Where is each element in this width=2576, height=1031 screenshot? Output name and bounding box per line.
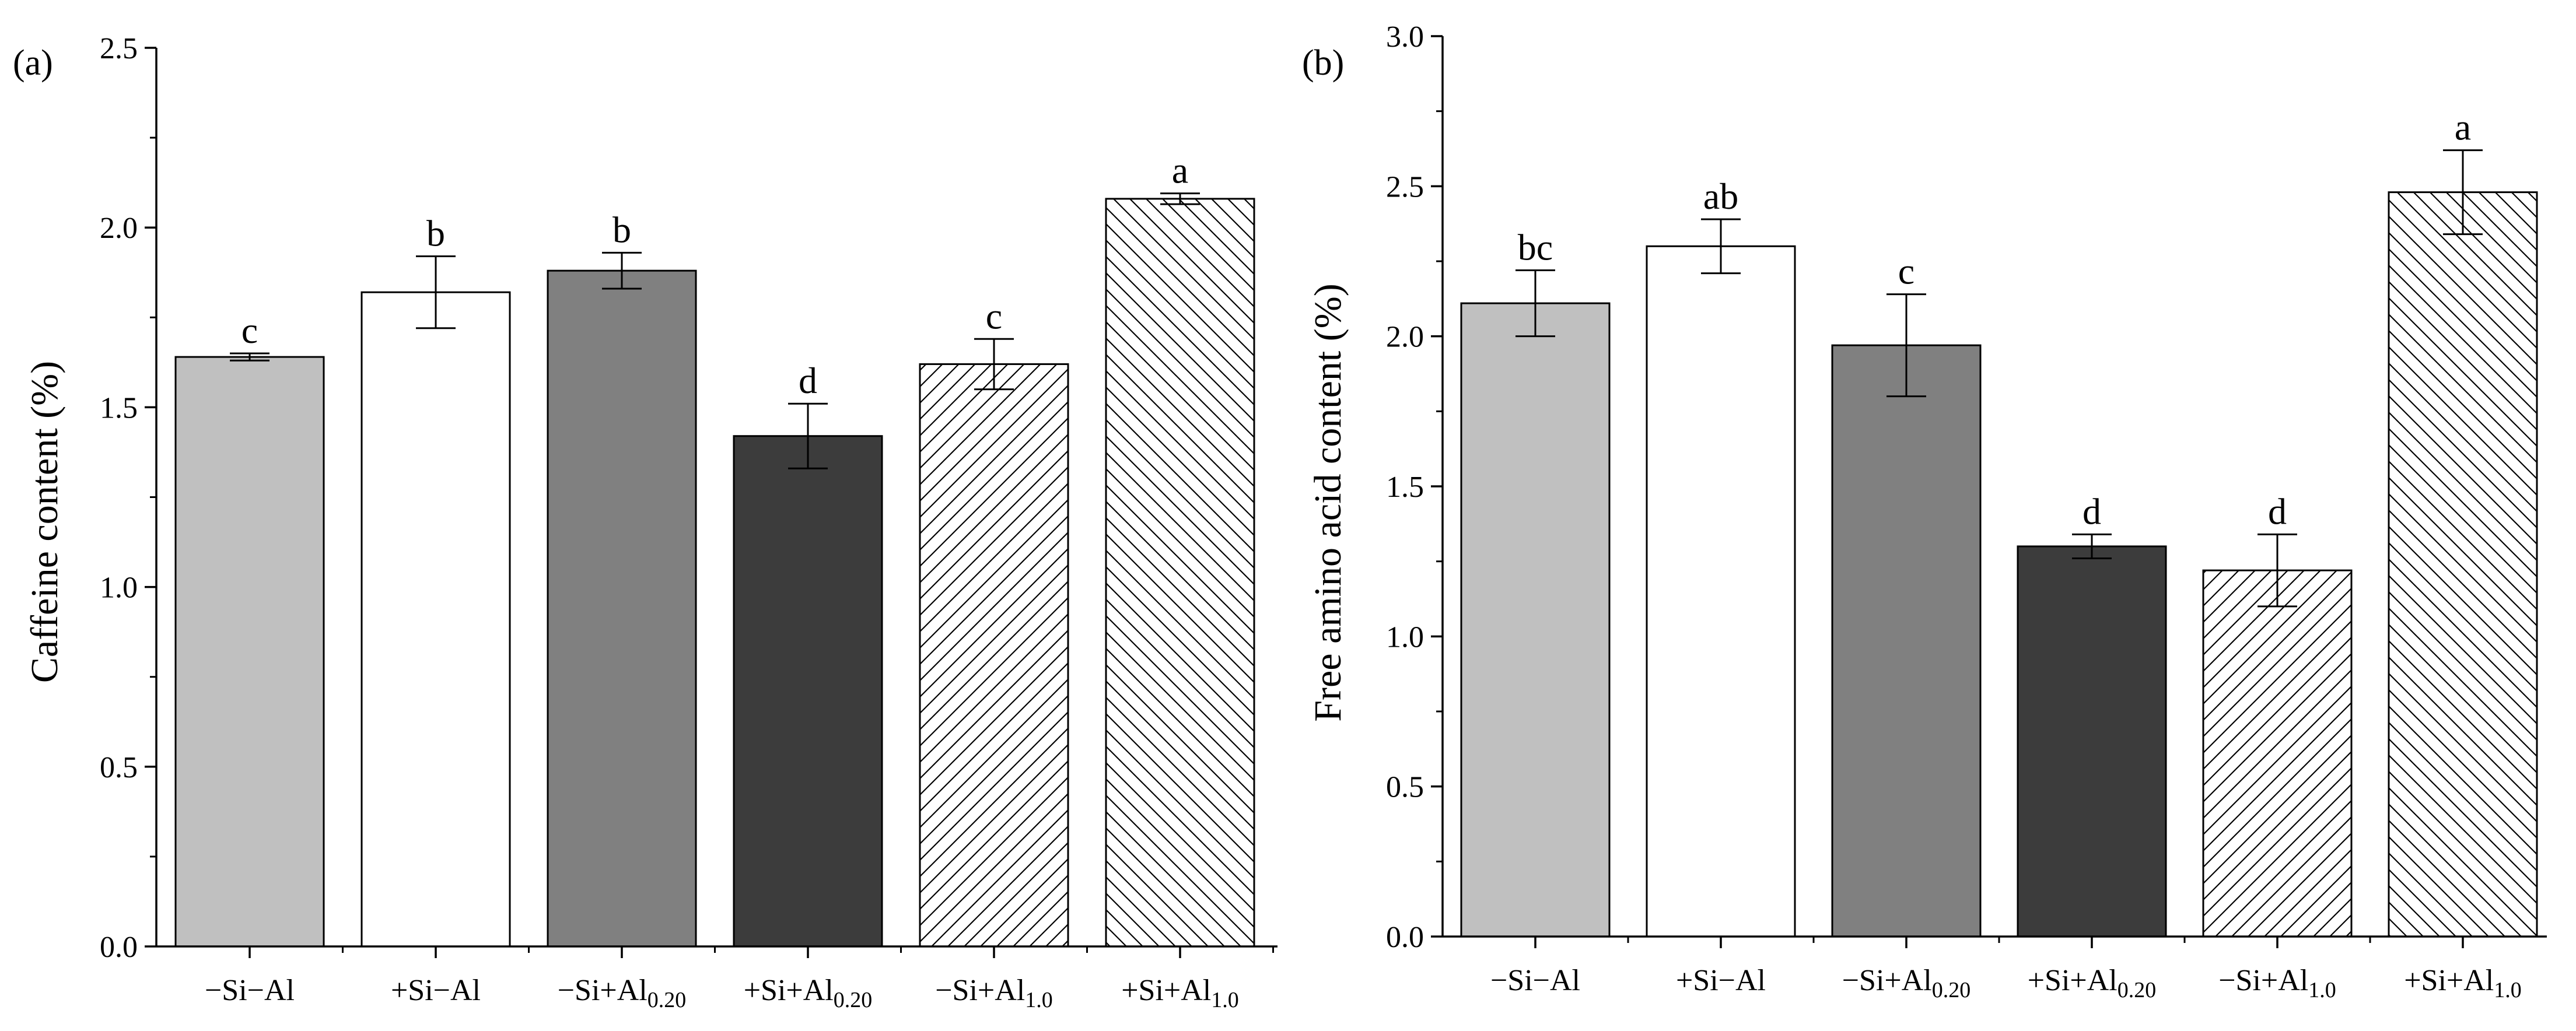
- y-tick-label-b-1: 0.5: [1386, 771, 1424, 804]
- y-axis-title-a: Caffeine content (%): [23, 361, 66, 683]
- x-category-label-a-1: −Si−Al: [205, 974, 295, 1007]
- error-bar-a-6: [1160, 192, 1200, 205]
- significance-label-a-5: c: [986, 295, 1002, 336]
- x-category-label-a-6: +Si+Al1.0: [1121, 974, 1239, 1012]
- bar-b-5: [2202, 569, 2353, 938]
- panel-label-a: (a): [13, 43, 53, 83]
- bar-a-4: [733, 435, 883, 948]
- y-tick-label-b-6: 3.0: [1386, 20, 1424, 54]
- significance-label-b-4: d: [2082, 490, 2101, 532]
- x-category-label-a-4: +Si+Al0.20: [744, 974, 873, 1012]
- significance-label-a-6: a: [1172, 150, 1188, 191]
- x-category-label-b-5: −Si+Al1.0: [2218, 964, 2336, 1002]
- significance-label-a-2: b: [426, 213, 445, 254]
- significance-label-a-4: d: [799, 360, 817, 401]
- y-tick-label-b-5: 2.5: [1386, 170, 1424, 204]
- error-bar-a-1: [230, 352, 270, 362]
- bar-a-1: [174, 356, 325, 948]
- x-category-label-b-3: −Si+Al0.20: [1842, 964, 1971, 1002]
- bar-a-6: [1105, 198, 1255, 948]
- bar-b-2: [1646, 245, 1796, 938]
- chart-panel-b: (b) Free amino acid content (%) bc ab c d d a…: [1302, 20, 2547, 1002]
- y-tick-label-a-0: 0.0: [100, 931, 138, 964]
- error-bar-a-4: [788, 402, 828, 469]
- x-category-label-a-5: −Si+Al1.0: [935, 974, 1053, 1012]
- error-bar-b-5: [2258, 533, 2297, 608]
- y-tick-label-a-4: 2.0: [100, 212, 138, 245]
- significance-label-b-6: a: [2455, 107, 2471, 148]
- error-bar-b-1: [1516, 269, 1555, 338]
- significance-label-b-5: d: [2268, 490, 2287, 532]
- bar-a-3: [547, 269, 697, 948]
- error-bar-a-3: [602, 251, 642, 290]
- error-bar-b-3: [1887, 293, 1926, 398]
- y-tick-label-b-4: 2.0: [1386, 321, 1424, 354]
- error-bar-b-4: [2072, 533, 2112, 560]
- y-tick-label-b-2: 1.0: [1386, 620, 1424, 654]
- error-bar-a-2: [416, 255, 456, 329]
- chart-panel-a: (a) Caffeine content (%) c b b d c a 0.0 0.5 1.0…: [13, 32, 1278, 1012]
- significance-label-b-1: bc: [1518, 226, 1553, 268]
- panel-label-b: (b): [1302, 43, 1344, 83]
- significance-label-b-2: ab: [1703, 176, 1738, 217]
- y-tick-label-a-1: 0.5: [100, 751, 138, 784]
- x-category-label-b-4: +Si+Al0.20: [2028, 964, 2157, 1002]
- bar-b-4: [2017, 545, 2167, 938]
- bar-b-3: [1831, 344, 1982, 938]
- x-category-label-b-1: −Si−Al: [1490, 964, 1580, 997]
- significance-label-a-1: c: [242, 310, 258, 351]
- significance-label-a-3: b: [612, 209, 631, 250]
- error-bar-b-2: [1701, 218, 1741, 275]
- y-tick-label-b-3: 1.5: [1386, 471, 1424, 504]
- bar-b-6: [2388, 191, 2538, 938]
- x-category-label-a-3: −Si+Al0.20: [558, 974, 687, 1012]
- x-category-label-a-2: +Si−Al: [391, 974, 481, 1007]
- y-tick-label-a-3: 1.5: [100, 391, 138, 425]
- x-category-label-b-2: +Si−Al: [1676, 964, 1766, 997]
- significance-label-b-3: c: [1898, 251, 1915, 292]
- y-tick-label-b-0: 0.0: [1386, 921, 1424, 954]
- error-bar-b-6: [2443, 149, 2483, 236]
- y-axis-title-b: Free amino acid content (%): [1307, 283, 1349, 721]
- x-category-label-b-6: +Si+Al1.0: [2404, 964, 2522, 1002]
- bar-a-5: [919, 363, 1069, 948]
- bar-b-1: [1460, 302, 1611, 938]
- y-tick-label-a-2: 1.0: [100, 571, 138, 605]
- error-bar-a-5: [974, 338, 1014, 391]
- bar-a-2: [360, 291, 511, 948]
- y-tick-label-a-5: 2.5: [100, 32, 138, 65]
